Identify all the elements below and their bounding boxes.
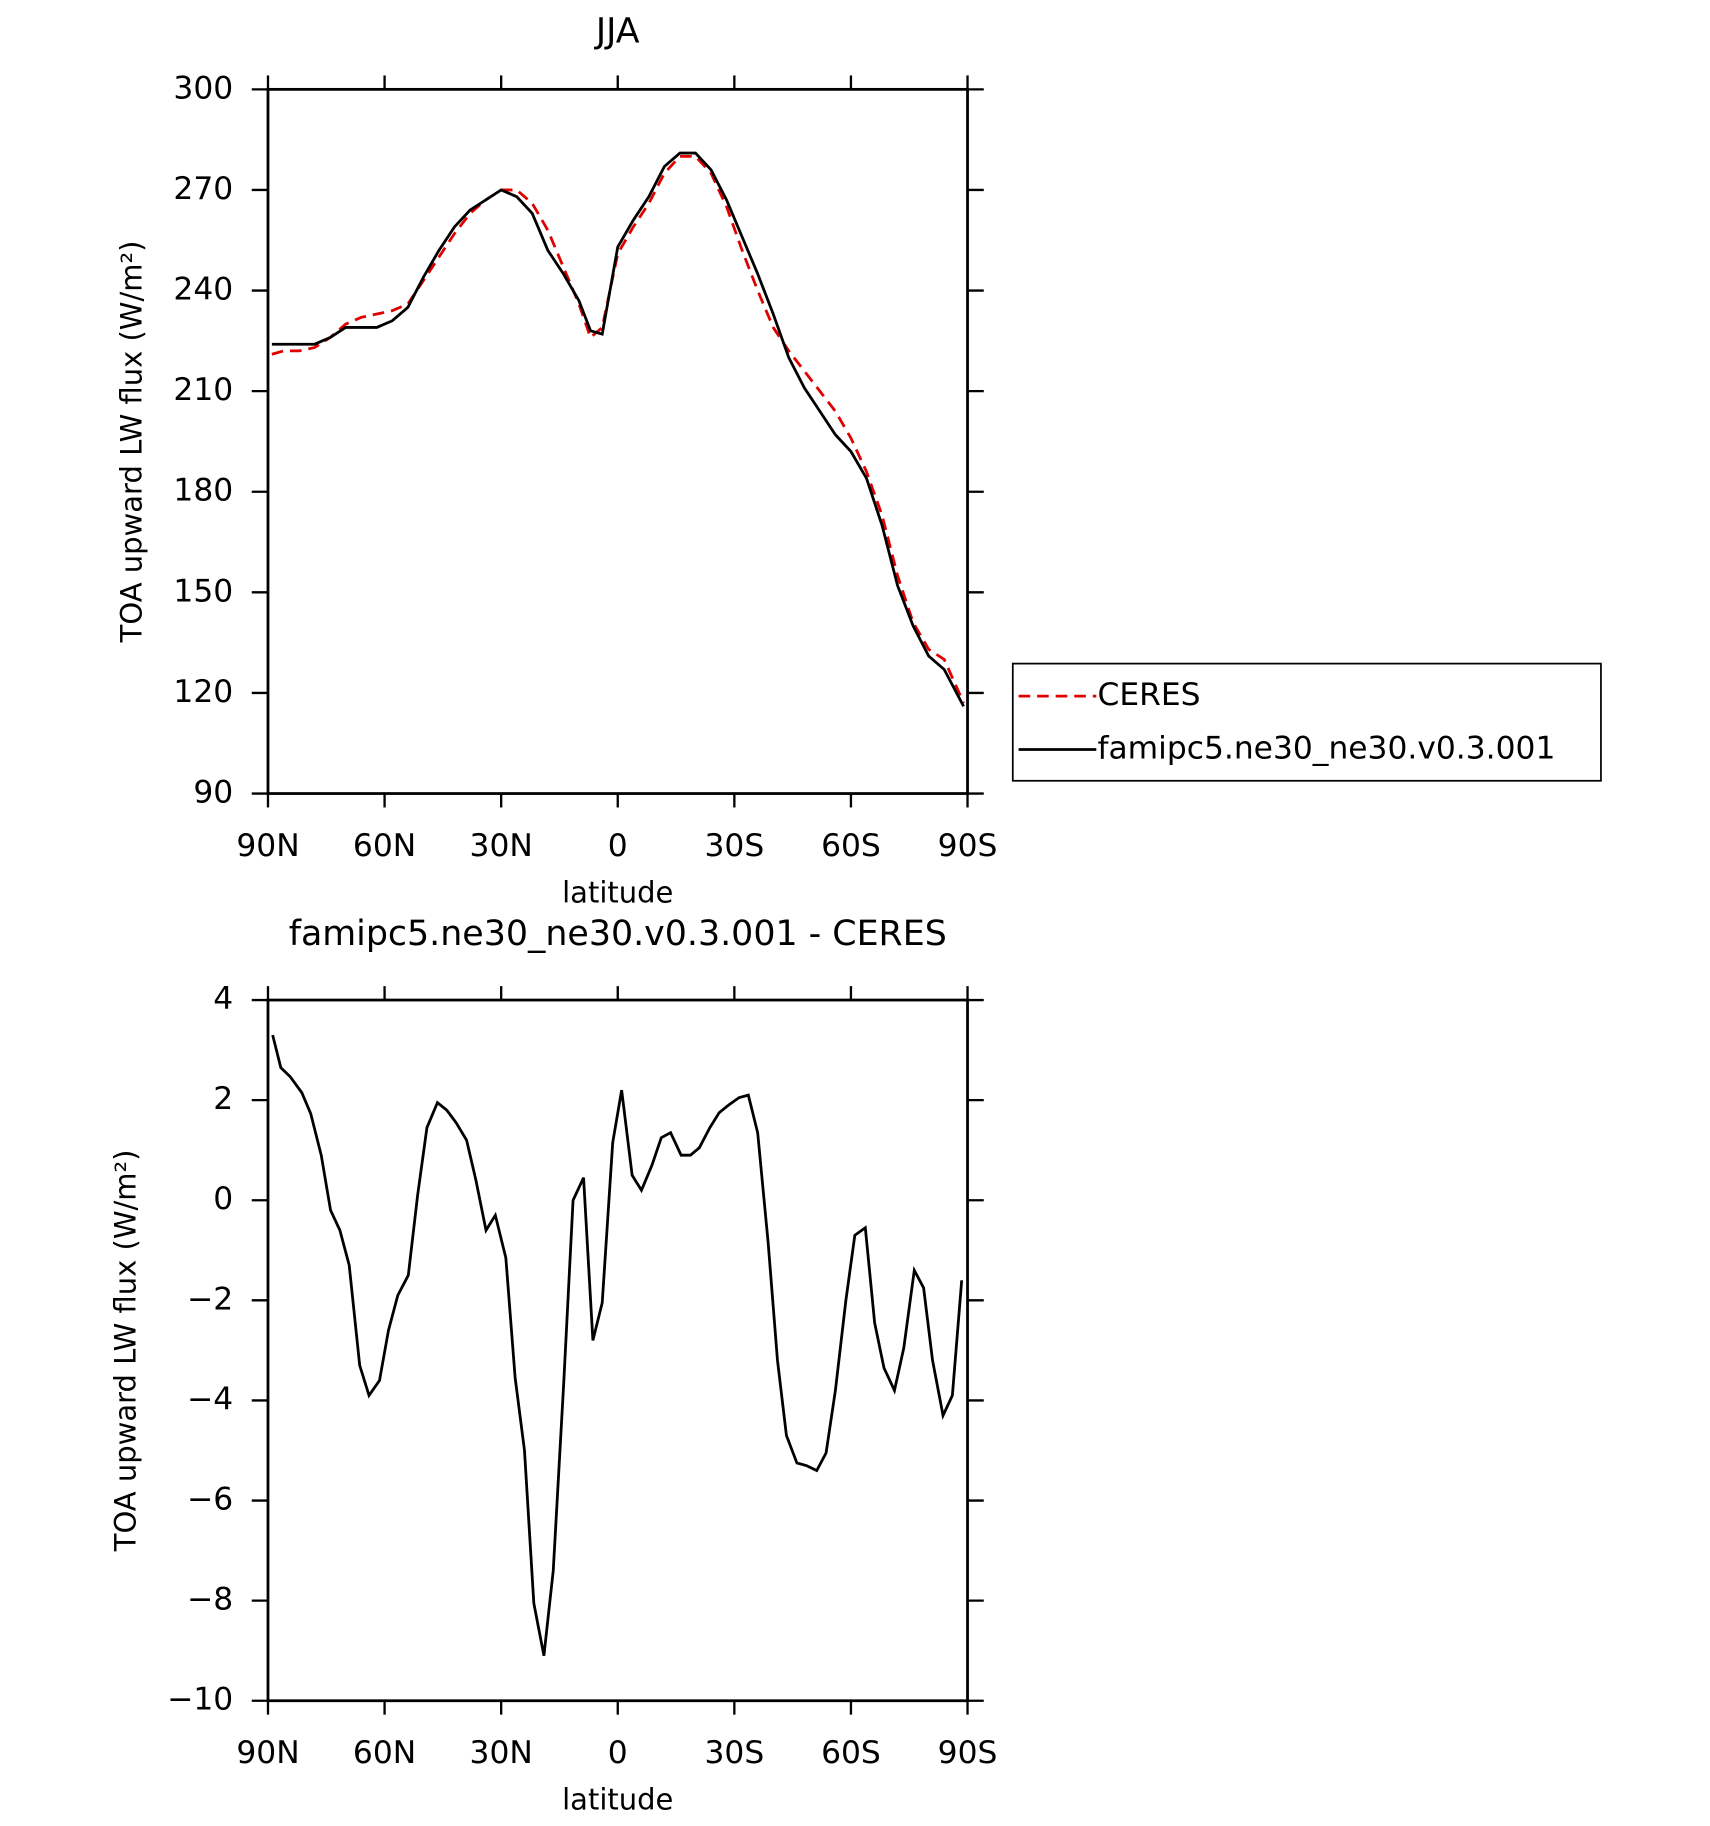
y-tick-label: 4 [213,981,233,1017]
legend-label: CERES [1097,677,1200,713]
chart-title: JJA [594,12,640,52]
legend-label: famipc5.ne30_ne30.v0.3.001 [1097,730,1555,766]
y-tick-label: 270 [173,171,233,207]
y-tick-label: 180 [173,473,233,509]
x-tick-label: 0 [608,1735,628,1771]
y-tick-label: 150 [173,573,233,609]
y-tick-label: −10 [167,1682,233,1718]
plot-frame [266,998,969,1703]
data-line [271,1034,964,1656]
x-tick-label: 60N [353,828,416,864]
x-tick-label: 60S [821,1735,881,1771]
y-tick-label: 2 [213,1081,233,1117]
x-tick-label: 60S [821,828,881,864]
x-tick-label: 90S [938,1735,998,1771]
x-tick-label: 30N [470,828,533,864]
y-tick-label: −6 [187,1482,233,1518]
x-tick-label: 90S [938,828,998,864]
x-axis-label: latitude [562,1783,673,1817]
x-axis-label: latitude [562,875,673,909]
x-tick-label: 30S [704,1735,764,1771]
y-tick-label: 240 [173,272,233,308]
y-axis-label: TOA upward LW flux (W/m²) [109,1150,143,1553]
legend-box [1011,662,1602,782]
y-axis-label: TOA upward LW flux (W/m²) [114,241,148,644]
data-line [271,151,965,708]
chart-title: famipc5.ne30_ne30.v0.3.001 - CERES [289,914,947,954]
y-tick-label: −2 [187,1281,233,1317]
y-tick-label: 0 [213,1181,233,1217]
x-tick-label: 0 [608,828,628,864]
x-tick-label: 30N [470,1735,533,1771]
y-tick-label: 300 [173,70,233,106]
x-tick-label: 60N [353,1735,416,1771]
y-tick-label: 120 [173,674,233,710]
data-line [271,155,965,704]
y-tick-label: 210 [173,372,233,408]
y-tick-label: −8 [187,1582,233,1618]
x-tick-label: 90N [236,828,299,864]
x-tick-label: 90N [236,1735,299,1771]
y-tick-label: 90 [193,775,233,811]
x-tick-label: 30S [704,828,764,864]
y-tick-label: −4 [187,1381,233,1417]
plot-frame [266,87,969,795]
